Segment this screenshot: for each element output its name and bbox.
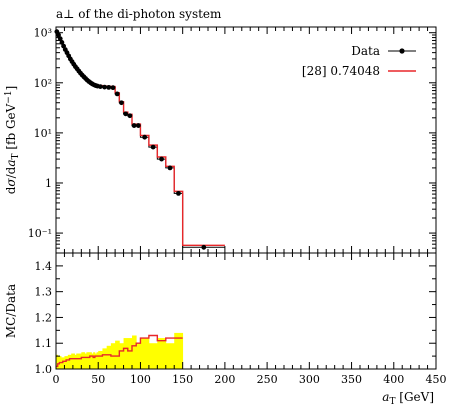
main-y-tick-label: 10² (34, 77, 52, 90)
ratio-y-axis: 1.0 1.1 1.2 1.3 1.4 (35, 260, 436, 376)
ratio-band-bin (165, 343, 175, 369)
ratio-y-tick-label: 1.4 (35, 260, 53, 273)
ratio-band-bin (96, 352, 99, 369)
data-point (201, 244, 207, 250)
ratio-band-bin (93, 352, 96, 369)
data-point (131, 123, 137, 128)
main-plot-frame (55, 26, 437, 254)
legend-marker-data-point (399, 48, 405, 54)
ratio-band-bin (91, 353, 94, 369)
data-point (150, 144, 156, 150)
ratio-band-bin (66, 356, 69, 369)
ratio-band-bin (64, 356, 67, 369)
x-axis-title: aT [GeV] (382, 390, 434, 407)
data-point (106, 84, 112, 90)
data-point (57, 36, 63, 42)
ratio-band-bin (174, 332, 184, 369)
ratio-band-bin (67, 354, 70, 369)
ratio-band-bin (119, 343, 124, 369)
main-y-tick-label: 10⁻¹ (28, 227, 52, 240)
ratio-band-bin (148, 343, 158, 369)
main-y-tick-label: 10¹ (34, 127, 52, 140)
ratio-band-bin (84, 353, 87, 369)
data-point (110, 85, 116, 91)
plot-title: a⊥ of the di-photon system (56, 7, 222, 21)
ratio-band-bin (132, 335, 137, 369)
data-point (119, 100, 124, 106)
ratio-band-bin (86, 352, 89, 369)
ratio-band-bin (72, 353, 75, 369)
ratio-y-tick-label: 1.3 (35, 286, 53, 299)
ratio-band-bin (56, 354, 59, 369)
x-tick-label: 0 (53, 373, 60, 386)
ratio-band-bin (140, 338, 150, 369)
ratio-y-tick-label: 1.0 (35, 363, 53, 376)
ratio-band-bin (89, 352, 92, 369)
data-point (102, 84, 107, 90)
ratio-band-bin (127, 338, 133, 369)
main-x-axis (55, 27, 437, 253)
ratio-band-bin (79, 353, 82, 369)
data-point (59, 40, 65, 45)
x-tick-label: 150 (172, 373, 193, 386)
main-panel: 10³ 10² 10¹ 1 10⁻¹ dσ/daT [fb GeV−1] (4, 26, 437, 254)
ratio-uncertainty-band (56, 332, 184, 369)
main-series-layer (54, 29, 225, 250)
ratio-band-bin (102, 348, 108, 369)
x-tick-label: 350 (341, 373, 362, 386)
ratio-band-bin (71, 353, 74, 369)
data-point (142, 134, 148, 140)
data-point (135, 123, 141, 128)
x-tick-label: 250 (257, 373, 278, 386)
ratio-x-axis: 0 50 100 150 200 250 300 350 400 450 (53, 253, 447, 386)
ratio-band-bin (88, 352, 91, 369)
data-point (56, 32, 61, 38)
legend-label-mc: [28] 0.74048 (302, 64, 380, 78)
ratio-band-bin (106, 345, 112, 369)
ratio-band-bin (77, 353, 81, 369)
x-tick-label: 300 (299, 373, 320, 386)
x-tick-label: 50 (91, 373, 105, 386)
x-tick-label: 200 (214, 373, 235, 386)
data-point (159, 156, 164, 162)
x-tick-label: 450 (426, 373, 447, 386)
ratio-band-bin (76, 353, 79, 369)
data-point (114, 91, 120, 97)
mc-step-line (56, 30, 225, 246)
ratio-band-bin (115, 340, 120, 369)
data-point (123, 111, 129, 117)
ratio-band-bin (157, 338, 167, 369)
ratio-band-bin (123, 338, 129, 369)
main-y-axis-title: dσ/daT [fb GeV−1] (4, 86, 21, 195)
ratio-band-bin (136, 343, 141, 369)
main-y-tick-label: 10³ (34, 27, 52, 40)
main-y-tick-label: 1 (45, 177, 52, 190)
ratio-band-bin (83, 352, 86, 369)
ratio-y-axis-title: MC/Data (4, 284, 18, 338)
data-point (176, 190, 181, 196)
ratio-y-tick-label: 1.1 (35, 337, 53, 350)
ratio-series-layer (56, 334, 183, 368)
ratio-plot-frame (55, 252, 437, 370)
x-tick-label: 100 (130, 373, 151, 386)
ratio-band-bin (81, 352, 84, 369)
ratio-mc-step-line (56, 334, 183, 368)
data-point (127, 113, 133, 119)
data-step-line (56, 31, 225, 248)
main-y-axis: 10³ 10² 10¹ 1 10⁻¹ (28, 27, 436, 254)
ratio-y-tick-label: 1.2 (35, 311, 53, 324)
ratio-band-bin (98, 350, 103, 369)
x-tick-label: 400 (383, 373, 404, 386)
ratio-band-bin (69, 354, 72, 369)
data-point (167, 165, 173, 171)
ratio-band-bin (74, 354, 77, 369)
ratio-panel: 1.0 1.1 1.2 1.3 1.4 0 50 100 150 200 250 300 350 400… (4, 252, 447, 407)
data-point (97, 84, 103, 89)
legend: Data [28] 0.74048 (302, 44, 416, 78)
ratio-band-bin (62, 357, 65, 369)
legend-label-data: Data (351, 44, 380, 58)
ratio-band-bin (94, 353, 97, 369)
